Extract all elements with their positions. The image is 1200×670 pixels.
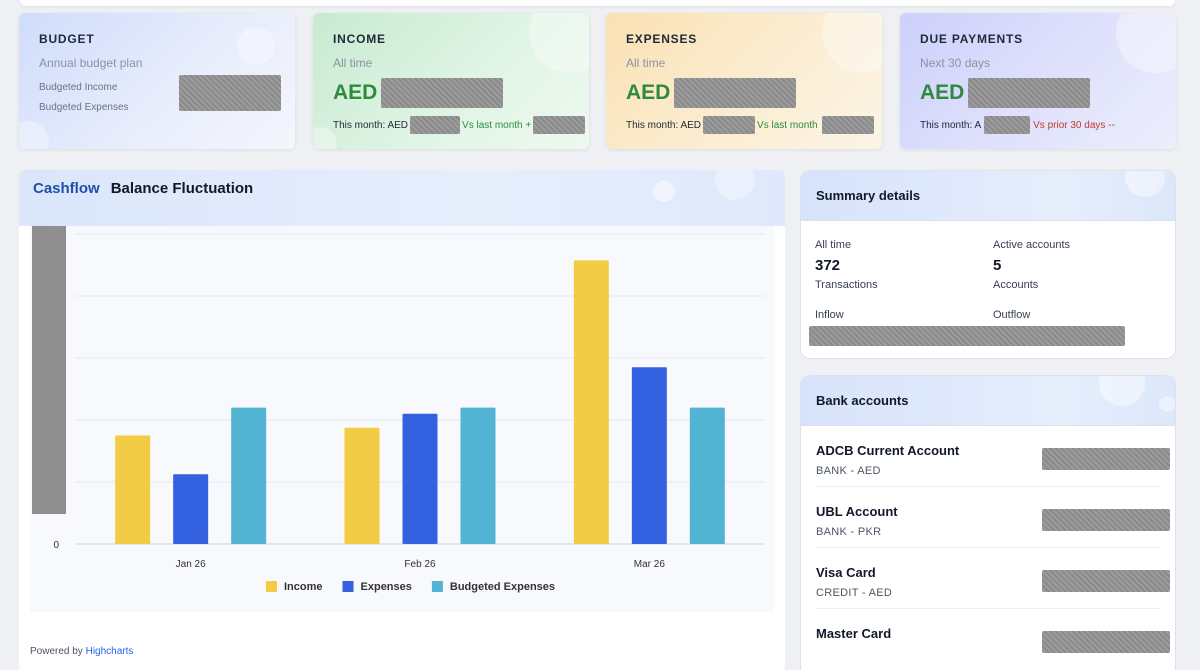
income-month-label: This month: AED — [333, 119, 409, 131]
bar — [344, 427, 380, 544]
bar — [631, 367, 667, 544]
bank-account-row[interactable]: Visa Card CREDIT - AED — [816, 548, 1170, 609]
transactions-label: Transactions — [815, 279, 878, 291]
legend-item: Expenses — [361, 581, 412, 593]
bank-balance-redacted — [1042, 631, 1170, 653]
outflow-label: Outflow — [993, 309, 1031, 321]
bank-balance-redacted — [1042, 509, 1170, 531]
x-tick-label: Jan 26 — [176, 559, 206, 570]
due-month-redacted — [984, 116, 1031, 134]
highcharts-link[interactable]: Highcharts — [85, 646, 134, 657]
bank-account-name: Master Card — [816, 626, 892, 641]
powered-by: Powered by Highcharts — [30, 646, 133, 657]
bank-account-row[interactable]: UBL Account BANK - PKR — [816, 487, 1170, 548]
due-payments-card: DUE PAYMENTS Next 30 days AED This month… — [900, 13, 1176, 149]
bank-accounts-panel: Bank accounts ADCB Current Account BANK … — [800, 375, 1176, 670]
income-currency: AED — [333, 81, 378, 104]
due-month-label: This month: A — [920, 119, 982, 131]
all-time-label: All time — [815, 239, 852, 251]
accounts-label: Accounts — [993, 279, 1039, 291]
budget-subtitle: Annual budget plan — [39, 56, 143, 70]
active-accounts-label: Active accounts — [993, 239, 1071, 251]
cashflow-chart: 0 Jan 26 Feb 26 Mar 26 Income Expenses Budgete… — [30, 226, 774, 612]
expenses-month-label: This month: AED — [626, 119, 702, 131]
due-title: DUE PAYMENTS — [920, 32, 1023, 46]
x-tick-label: Mar 26 — [634, 559, 666, 570]
legend-swatch — [342, 581, 354, 592]
flow-values-redacted — [809, 326, 1125, 346]
budgeted-income-label: Budgeted Income — [39, 82, 118, 93]
y-tick-label: 0 — [53, 540, 59, 551]
x-tick-label: Feb 26 — [404, 559, 436, 570]
bar — [460, 407, 496, 544]
transactions-count: 372 — [815, 257, 841, 274]
bank-balance-redacted — [1042, 570, 1170, 592]
inflow-label: Inflow — [815, 309, 844, 321]
bank-account-name: Visa Card — [816, 565, 876, 580]
bank-account-row[interactable]: Master Card — [816, 609, 1170, 670]
legend-item: Income — [284, 581, 323, 593]
income-title: INCOME — [333, 32, 386, 46]
bar — [689, 407, 725, 544]
due-subtitle: Next 30 days — [920, 56, 991, 70]
bank-account-row[interactable]: ADCB Current Account BANK - AED — [816, 426, 1170, 487]
top-strip — [20, 0, 1175, 6]
expenses-compare-label: Vs last month — [757, 119, 818, 131]
expenses-card: EXPENSES All time AED This month: AED Vs… — [606, 13, 882, 149]
legend-swatch — [431, 581, 443, 592]
bar — [173, 474, 209, 544]
due-amount-redacted — [968, 78, 1091, 108]
income-month-redacted — [410, 116, 461, 134]
bank-account-type: CREDIT - AED — [816, 587, 893, 599]
legend-swatch — [266, 581, 277, 592]
expenses-compare-redacted — [821, 116, 874, 134]
bank-account-name: UBL Account — [816, 504, 898, 519]
income-compare-redacted — [533, 116, 586, 134]
income-subtitle: All time — [333, 56, 373, 70]
bank-account-type: BANK - PKR — [816, 526, 882, 538]
due-compare-label: Vs prior 30 days -- — [1033, 119, 1115, 131]
income-compare-label: Vs last month + — [462, 119, 532, 131]
cashflow-panel: Cashflow Balance Fluctuation 0 Jan 26 Feb … — [19, 170, 785, 670]
expenses-title: EXPENSES — [626, 32, 698, 46]
bank-balance-redacted — [1042, 448, 1170, 470]
expenses-subtitle: All time — [626, 56, 666, 70]
due-currency: AED — [920, 81, 965, 104]
budgeted-expenses-label: Budgeted Expenses — [39, 102, 129, 113]
balance-fluctuation-tab[interactable]: Balance Fluctuation — [110, 179, 254, 197]
income-card: INCOME All time AED This month: AED Vs l… — [313, 13, 589, 149]
bar — [402, 413, 438, 544]
bar — [573, 260, 609, 544]
powered-by-text: Powered by — [30, 646, 83, 657]
bar — [115, 435, 151, 544]
bar — [231, 407, 267, 544]
bank-accounts-title: Bank accounts — [816, 393, 909, 408]
expenses-amount-redacted — [674, 78, 797, 108]
income-amount-redacted — [381, 78, 504, 108]
budget-values-redacted — [179, 75, 281, 111]
summary-panel: Summary details All time 372 Transaction… — [800, 170, 1176, 359]
expenses-currency: AED — [626, 81, 671, 104]
bank-account-name: ADCB Current Account — [816, 443, 960, 458]
bank-account-type: BANK - AED — [816, 465, 881, 477]
y-axis-labels-redacted — [32, 226, 66, 514]
legend-item: Budgeted Expenses — [450, 581, 555, 593]
cashflow-tab[interactable]: Cashflow — [33, 179, 100, 197]
expenses-month-redacted — [703, 116, 756, 134]
budget-title: BUDGET — [39, 32, 95, 46]
accounts-count: 5 — [993, 257, 1002, 274]
summary-title: Summary details — [816, 188, 921, 203]
budget-card: BUDGET Annual budget plan Budgeted Incom… — [19, 13, 295, 149]
